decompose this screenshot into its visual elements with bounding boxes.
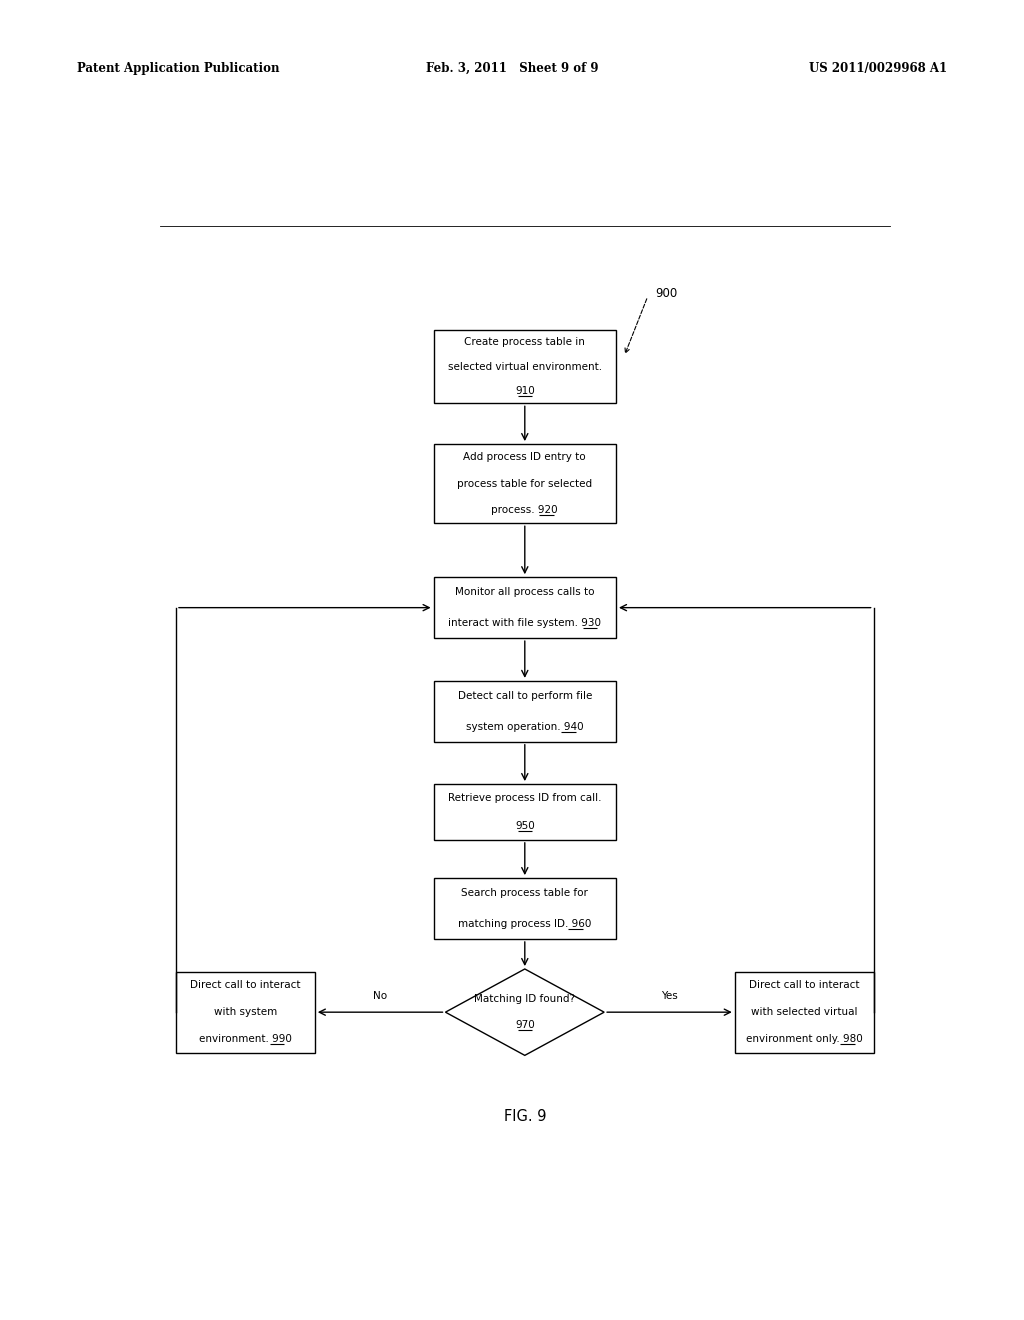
- Bar: [433, 784, 616, 840]
- Text: interact with file system. 930: interact with file system. 930: [449, 618, 601, 628]
- Text: Create process table in: Create process table in: [464, 338, 586, 347]
- Bar: [433, 444, 616, 523]
- Text: with selected virtual: with selected virtual: [751, 1007, 857, 1018]
- Bar: [734, 972, 873, 1053]
- Text: Retrieve process ID from call.: Retrieve process ID from call.: [449, 793, 601, 803]
- Text: environment only. 980: environment only. 980: [745, 1035, 862, 1044]
- Bar: [433, 577, 616, 638]
- Text: environment. 990: environment. 990: [199, 1035, 292, 1044]
- Bar: [433, 330, 616, 404]
- Text: process table for selected: process table for selected: [458, 479, 592, 488]
- Text: US 2011/0029968 A1: US 2011/0029968 A1: [809, 62, 947, 75]
- Text: FIG. 9: FIG. 9: [504, 1109, 546, 1125]
- Text: 910: 910: [515, 387, 535, 396]
- Text: Add process ID entry to: Add process ID entry to: [464, 453, 586, 462]
- Text: Yes: Yes: [662, 991, 678, 1001]
- Text: No: No: [373, 991, 387, 1001]
- Text: Feb. 3, 2011   Sheet 9 of 9: Feb. 3, 2011 Sheet 9 of 9: [426, 62, 598, 75]
- Text: Detect call to perform file: Detect call to perform file: [458, 692, 592, 701]
- Text: Search process table for: Search process table for: [462, 888, 588, 898]
- Text: 970: 970: [515, 1020, 535, 1030]
- Text: 900: 900: [655, 286, 678, 300]
- Text: Patent Application Publication: Patent Application Publication: [77, 62, 280, 75]
- Bar: [176, 972, 315, 1053]
- Text: system operation. 940: system operation. 940: [466, 722, 584, 731]
- Polygon shape: [445, 969, 604, 1056]
- Bar: [433, 681, 616, 742]
- Text: process. 920: process. 920: [492, 506, 558, 515]
- Text: Matching ID found?: Matching ID found?: [474, 994, 575, 1005]
- Text: 950: 950: [515, 821, 535, 830]
- Bar: [433, 878, 616, 939]
- Text: selected virtual environment.: selected virtual environment.: [447, 362, 602, 372]
- Text: Monitor all process calls to: Monitor all process calls to: [455, 587, 595, 598]
- Text: Direct call to interact: Direct call to interact: [749, 979, 859, 990]
- Text: Direct call to interact: Direct call to interact: [190, 979, 301, 990]
- Text: matching process ID. 960: matching process ID. 960: [458, 919, 592, 929]
- Text: with system: with system: [214, 1007, 278, 1018]
